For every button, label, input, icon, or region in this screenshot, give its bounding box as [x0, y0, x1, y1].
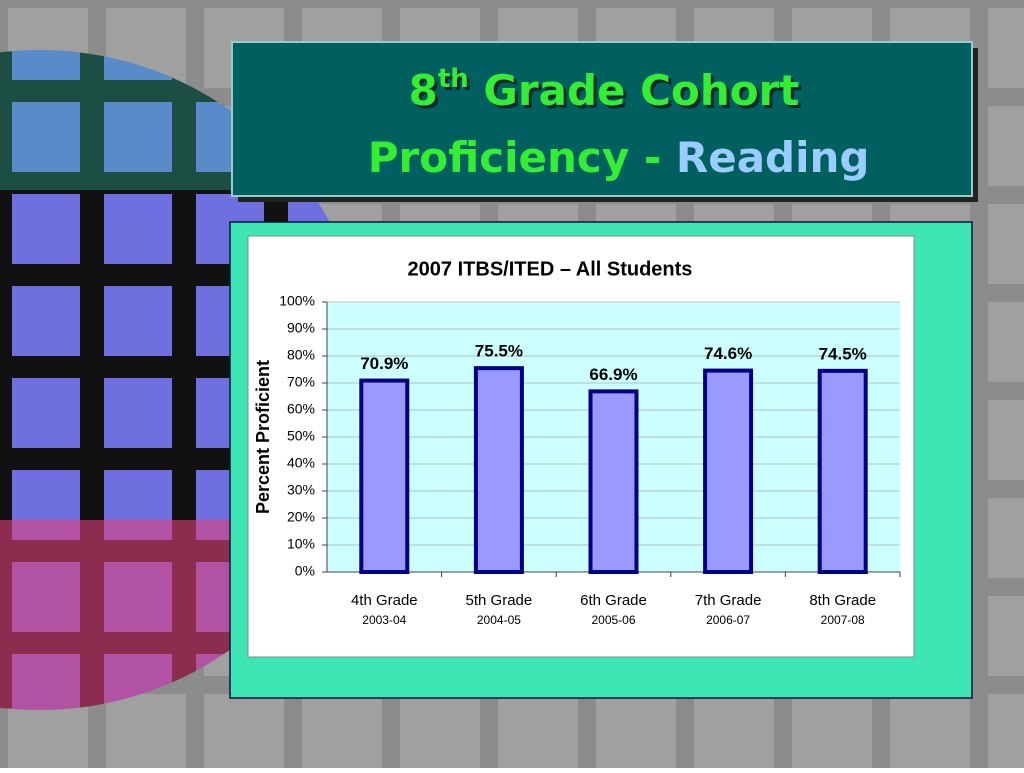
value-label: 70.9%	[360, 354, 408, 373]
title-number: 8	[409, 66, 438, 115]
x-tick-label: 7th Grade	[695, 592, 762, 609]
y-tick-label: 20%	[287, 509, 315, 525]
x-tick-label: 6th Grade	[580, 592, 647, 609]
bar	[588, 389, 639, 574]
value-label: 75.5%	[475, 342, 523, 361]
x-tick-sublabel: 2006-07	[706, 613, 750, 627]
x-tick-label: 8th Grade	[809, 592, 876, 609]
title-number: 8	[412, 69, 441, 118]
title-superscript: th	[441, 67, 472, 97]
x-tick-sublabel: 2003-04	[362, 613, 406, 627]
bar	[817, 368, 868, 574]
y-tick-label: 60%	[287, 401, 315, 417]
x-tick-sublabel: 2005-06	[591, 613, 635, 627]
y-tick-label: 40%	[287, 455, 315, 471]
title-line1: Grade Cohort	[469, 66, 800, 115]
title-box	[231, 41, 973, 197]
x-tick-sublabel: 2004-05	[477, 613, 521, 627]
bar	[473, 366, 524, 574]
x-tick-label: 4th Grade	[351, 592, 418, 609]
y-tick-label: 0%	[295, 563, 315, 579]
x-tick-label: 5th Grade	[466, 592, 533, 609]
title-superscript: th	[438, 64, 469, 94]
title-highlight: Reading	[676, 133, 870, 182]
x-tick-sublabel: 2007-08	[821, 613, 865, 627]
y-tick-label: 10%	[287, 536, 315, 552]
slide-title-line1: 8th Grade Cohort	[409, 64, 800, 115]
value-label: 74.6%	[704, 344, 752, 363]
value-label: 66.9%	[589, 365, 637, 384]
value-label: 74.5%	[819, 344, 867, 363]
bar	[359, 378, 410, 574]
y-tick-label: 90%	[287, 320, 315, 336]
title-line2: Proficiency -	[368, 133, 676, 182]
y-tick-label: 100%	[279, 293, 315, 309]
y-tick-label: 80%	[287, 347, 315, 363]
y-tick-label: 70%	[287, 374, 315, 390]
y-tick-label: 50%	[287, 428, 315, 444]
title-shadow-text: 8th Grade Cohort	[412, 67, 803, 118]
y-tick-label: 30%	[287, 482, 315, 498]
slide-title-line2: Proficiency - Reading	[265, 133, 942, 182]
y-axis-label: Percent Proficient	[253, 360, 273, 514]
bar	[703, 368, 754, 574]
chart-title: 2007 ITBS/ITED – All Students	[408, 258, 693, 280]
title-line1: Grade Cohort	[472, 69, 803, 118]
